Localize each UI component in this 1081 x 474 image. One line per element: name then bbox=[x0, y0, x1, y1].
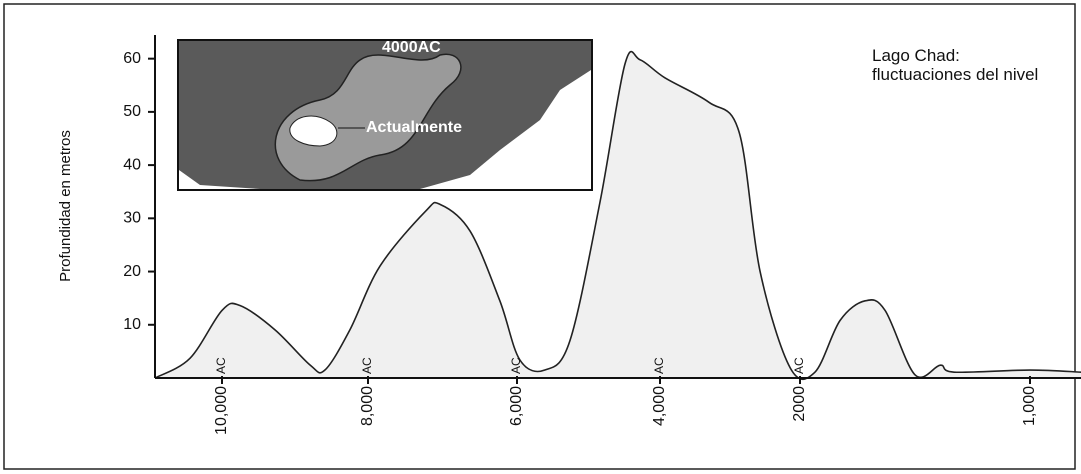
x-tick-unit: AC bbox=[652, 357, 666, 374]
y-tick-label: 50 bbox=[123, 103, 141, 120]
frame bbox=[3, 3, 1076, 470]
map-lake-now bbox=[289, 115, 338, 147]
x-tick-label: 6,000 bbox=[508, 386, 525, 426]
y-tick-label: 40 bbox=[123, 156, 141, 173]
x-tick-unit: AC bbox=[509, 357, 523, 374]
area bbox=[155, 51, 1081, 380]
y-tick-label: 10 bbox=[123, 316, 141, 333]
y-tick-label: 20 bbox=[123, 263, 141, 280]
map-lake-past bbox=[274, 53, 462, 182]
annotation: Actualmente bbox=[366, 119, 462, 136]
y-axis-label: Profundidad en metros bbox=[57, 130, 74, 282]
x-tick-label: 10,000 bbox=[213, 386, 230, 435]
inset-map: 4000AC Actualmente bbox=[177, 39, 593, 191]
annotation: 4000AC bbox=[382, 39, 441, 56]
x-tick-unit: AC bbox=[214, 357, 228, 374]
x-tick-label: 8,000 bbox=[359, 386, 376, 426]
x-tick-unit: AC bbox=[360, 357, 374, 374]
plot: 10 20 30 40 50 60 10,000 AC 8,000 AC 6,000 AC 4,000 A… bbox=[123, 35, 1081, 435]
y-tick-label: 60 bbox=[123, 50, 141, 67]
x-tick-label: 2000 bbox=[791, 386, 808, 422]
x-tick-label: 4,000 bbox=[651, 386, 668, 426]
y-tick-label: 30 bbox=[123, 210, 141, 227]
x-tick-unit: AC bbox=[792, 357, 806, 374]
line bbox=[154, 50, 1081, 381]
chart-title: Lago Chad: fluctuaciones del nivel bbox=[872, 46, 1039, 84]
x-tick-label: 1,000 bbox=[1021, 386, 1038, 426]
